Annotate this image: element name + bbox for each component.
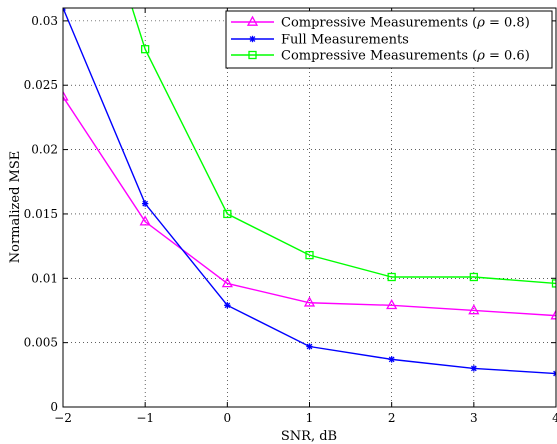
triangle-marker <box>386 298 398 310</box>
y-tick-label: 0.005 <box>24 336 58 350</box>
legend-item-2: Full Measurements <box>231 33 409 48</box>
series-layer <box>63 8 556 377</box>
y-tick-label: 0.015 <box>24 207 58 221</box>
y-tick-label: 0.03 <box>31 14 58 28</box>
series-1 <box>63 90 556 320</box>
series-line <box>131 8 556 285</box>
star-marker <box>388 356 395 363</box>
grid <box>63 8 556 407</box>
square-marker <box>141 45 150 54</box>
star-marker <box>470 365 478 372</box>
y-tick-label: 0.02 <box>31 143 58 157</box>
star-marker <box>249 35 256 43</box>
triangle-marker <box>63 90 69 101</box>
series-3 <box>131 8 556 288</box>
series-line <box>63 96 556 317</box>
x-tick-label: 0 <box>224 411 232 425</box>
legend-label: Full Measurements <box>281 33 409 48</box>
series-2 <box>63 8 556 377</box>
legend-item-1: Compressive Measurements (ρ = 0.8) <box>231 16 530 31</box>
y-axis: 0 0.005 0.01 0.015 0.02 0.025 0.03 <box>24 14 556 414</box>
star-marker <box>63 8 67 12</box>
legend-item-3: Compressive Measurements (ρ = 0.6) <box>231 49 530 64</box>
x-tick-label: −2 <box>54 411 72 425</box>
star-marker <box>552 370 556 377</box>
legend: Compressive Measurements (ρ = 0.8) Full M… <box>225 10 553 69</box>
square-marker <box>469 272 478 282</box>
x-tick-label: 2 <box>388 411 396 425</box>
triangle-marker <box>139 215 151 226</box>
legend-label: Compressive Measurements (ρ = 0.6) <box>281 49 530 64</box>
square-marker <box>551 279 556 288</box>
y-tick-label: 0.01 <box>31 271 58 285</box>
square-marker <box>387 272 396 282</box>
triangle-marker <box>303 296 316 307</box>
y-axis-title: Normalized MSE <box>8 151 23 264</box>
triangle-marker <box>246 15 259 26</box>
triangle-marker <box>468 304 480 315</box>
y-tick-label: 0 <box>50 400 58 414</box>
triangle-marker <box>550 309 556 320</box>
legend-box <box>225 10 553 69</box>
triangle-marker <box>221 277 233 288</box>
x-tick-label: 4 <box>552 411 557 425</box>
star-marker <box>141 200 149 207</box>
x-tick-label: 3 <box>470 411 478 425</box>
y-tick-label: 0.025 <box>24 78 58 92</box>
x-axis-title: SNR, dB <box>281 429 337 444</box>
star-marker <box>224 302 231 309</box>
square-marker <box>248 50 257 60</box>
x-axis: −2 −1 0 1 2 3 4 <box>54 8 557 425</box>
x-tick-label: −1 <box>136 411 154 425</box>
legend-label: Compressive Measurements (ρ = 0.8) <box>281 16 530 31</box>
star-marker <box>306 343 313 350</box>
square-marker <box>305 250 314 260</box>
x-tick-label: 1 <box>306 411 314 425</box>
square-marker <box>223 209 232 219</box>
